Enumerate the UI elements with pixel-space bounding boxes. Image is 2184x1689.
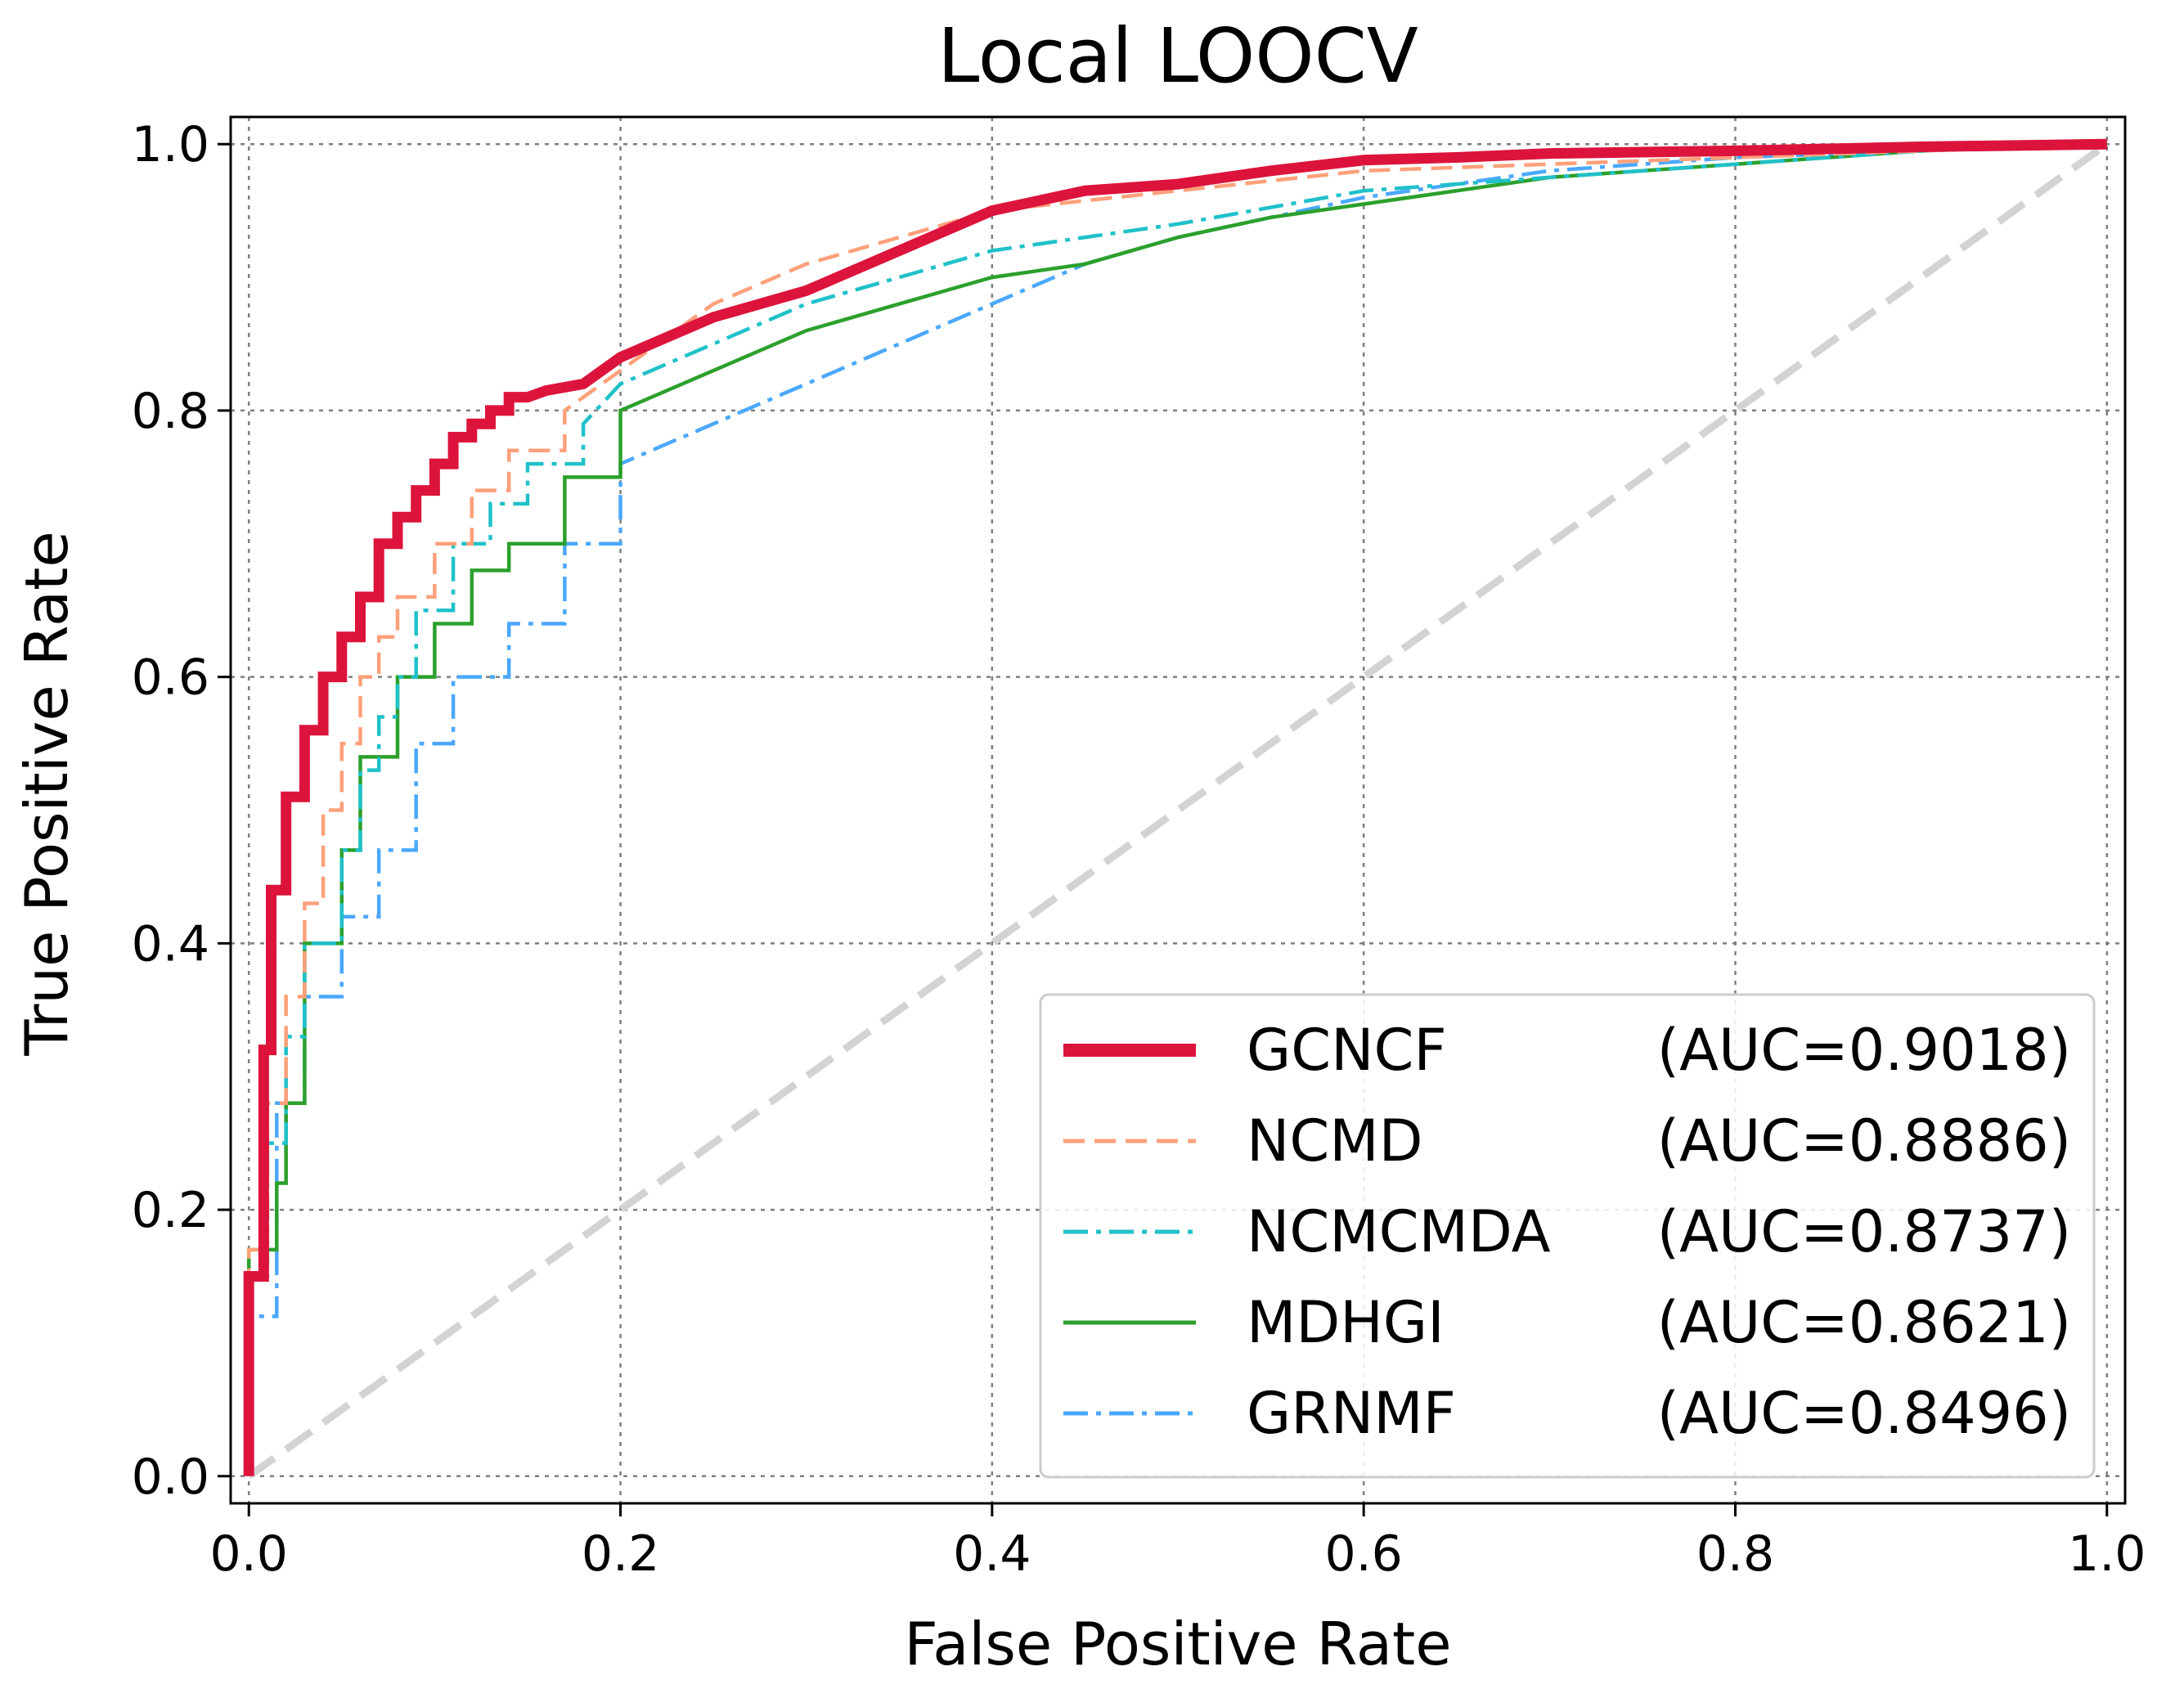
- x-tick-label-1: 0.2: [582, 1525, 659, 1583]
- legend-box: [1039, 993, 2096, 1479]
- legend-name-grnmf: GRNMF: [1247, 1380, 1456, 1447]
- series-line-ncmcmda: [246, 141, 2107, 1476]
- x-axis-label: False Positive Rate: [904, 1610, 1451, 1678]
- y-axis-label: True Positive Rate: [12, 531, 81, 1056]
- legend-auc-mdhgi: (AUC=0.8621): [1657, 1289, 2071, 1356]
- x-tick-label-0: 0.0: [210, 1525, 288, 1583]
- diagonal-reference-line: [246, 141, 2110, 1480]
- y-tick-label-4: 0.8: [132, 383, 209, 440]
- legend-auc-ncmcmda: (AUC=0.8737): [1657, 1198, 2071, 1265]
- series-line-gcncf: [243, 138, 2107, 1476]
- y-tick-label-3: 0.6: [132, 649, 209, 707]
- chart-title: Local LOOCV: [937, 12, 1418, 100]
- series-lines: [243, 138, 2107, 1476]
- reference-diagonal: [246, 141, 2110, 1480]
- legend-name-mdhgi: MDHGI: [1247, 1289, 1445, 1356]
- y-tick-label-0: 0.0: [132, 1449, 209, 1506]
- x-tick-label-3: 0.6: [1324, 1525, 1402, 1583]
- legend-name-ncmcmda: NCMCMDA: [1247, 1198, 1551, 1265]
- axis-ticks: 0.0 0.2 0.4 0.6 0.8 1.0 0.0 0.2 0.4 0.6 0.8 1.0: [132, 116, 2146, 1583]
- legend-auc-gcncf: (AUC=0.9018): [1657, 1017, 2071, 1084]
- y-tick-label-5: 1.0: [132, 116, 209, 173]
- x-tick-label-2: 0.4: [953, 1525, 1031, 1583]
- legend-name-ncmd: NCMD: [1247, 1107, 1423, 1175]
- grid: [231, 117, 2125, 1503]
- x-tick-label-5: 1.0: [2068, 1525, 2146, 1583]
- legend-auc-grnmf: (AUC=0.8496): [1657, 1380, 2071, 1447]
- legend: GCNCF (AUC=0.9018) NCMD (AUC=0.8886) NCMCMDA…: [1039, 993, 2096, 1479]
- y-tick-label-2: 0.4: [132, 915, 209, 973]
- legend-name-gcncf: GCNCF: [1247, 1017, 1447, 1084]
- y-tick-label-1: 0.2: [132, 1182, 209, 1239]
- legend-auc-ncmd: (AUC=0.8886): [1657, 1107, 2071, 1175]
- series-line-mdhgi: [246, 141, 2107, 1476]
- x-tick-label-4: 0.8: [1696, 1525, 1774, 1583]
- series-line-ncmd: [246, 141, 2107, 1476]
- plot-frame: [229, 115, 2127, 1505]
